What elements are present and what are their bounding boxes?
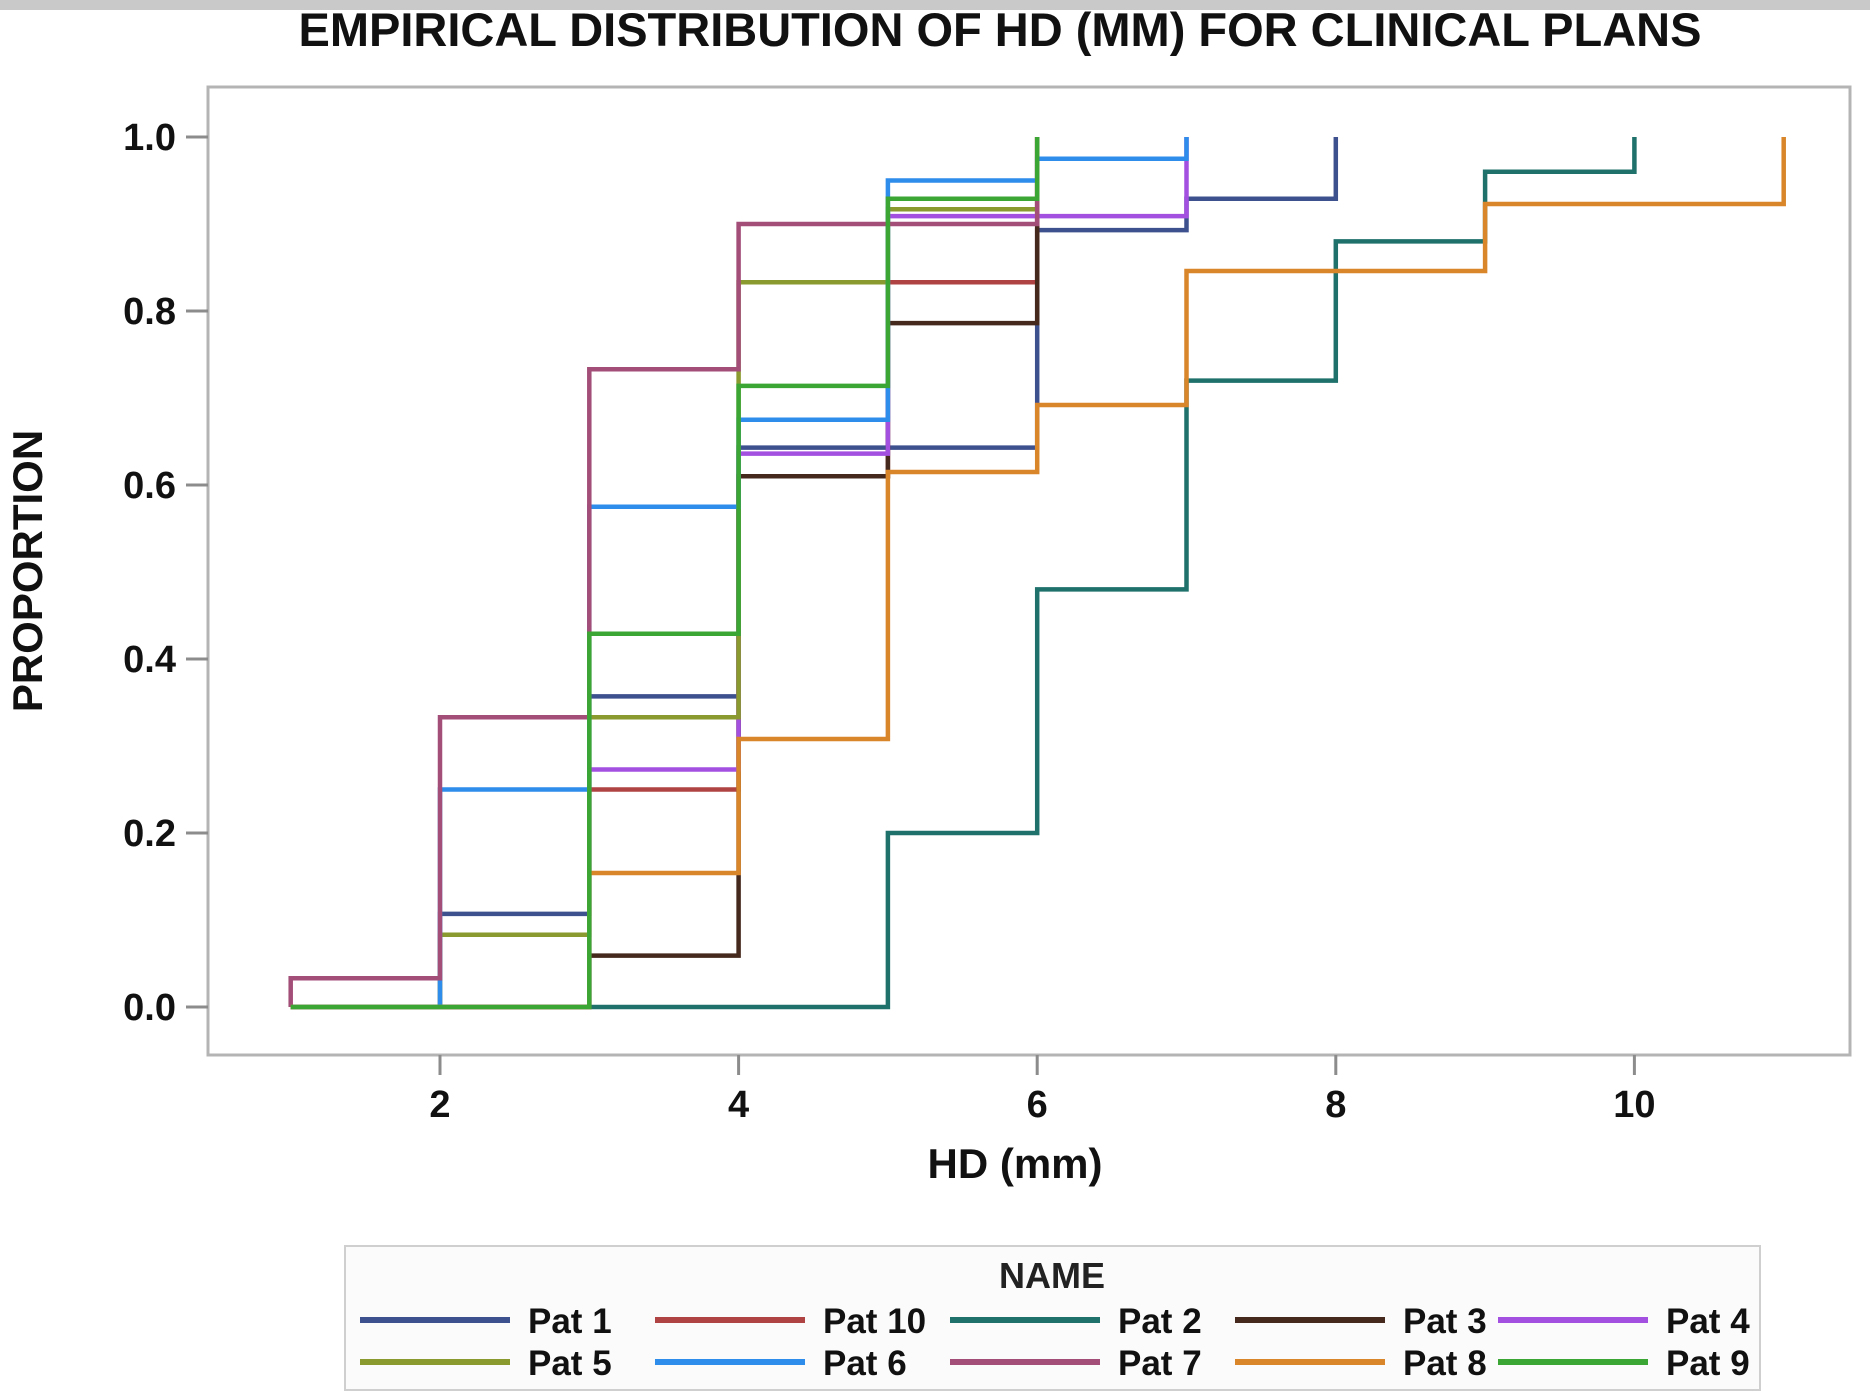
x-axis-title: HD (mm) [928,1140,1103,1187]
series-line-pat-7 [288,137,1040,1007]
x-tick-label: 2 [429,1084,450,1126]
legend-label-pat-2: Pat 2 [1118,1302,1202,1341]
legend-label-pat-1: Pat 1 [528,1302,612,1341]
series-lines [288,137,1786,1010]
chart-title: EMPIRICAL DISTRIBUTION OF HD (MM) FOR CL… [299,3,1702,56]
legend-label-pat-3: Pat 3 [1403,1302,1487,1341]
x-tick-label: 6 [1027,1084,1048,1126]
window-top-edge [0,0,1870,10]
plot-border [206,85,1852,1057]
legend-label-pat-5: Pat 5 [528,1344,612,1383]
y-tick-label: 0.0 [123,987,176,1029]
series-line-pat-3 [290,137,1040,1010]
series-line-pat-5 [290,137,1040,1010]
legend-label-pat-10: Pat 10 [823,1302,926,1341]
y-tick-label: 0.6 [123,465,176,507]
y-axis-title: PROPORTION [4,430,51,712]
y-tick-label: 0.2 [123,813,176,855]
series-line-pat-8 [290,137,1786,1010]
legend-label-pat-6: Pat 6 [823,1344,907,1383]
legend-label-pat-9: Pat 9 [1666,1344,1750,1383]
legend-entries: Pat 1 Pat 10 Pat 2 Pat 3 Pat 4 Pat 5 Pat 6 Pat … [360,1302,1750,1383]
x-tick-label: 10 [1613,1084,1655,1126]
legend-label-pat-7: Pat 7 [1118,1344,1202,1383]
series-line-pat-10 [290,137,1040,1010]
x-tick-label: 8 [1325,1084,1346,1126]
x-axis-ticks: 2 4 6 8 10 [429,1055,1656,1126]
y-tick-label: 1.0 [123,117,176,159]
x-tick-label: 4 [728,1084,749,1126]
series-line-pat-1 [290,137,1339,1010]
legend-label-pat-4: Pat 4 [1666,1302,1750,1341]
y-tick-label: 0.4 [123,639,176,681]
legend-title: NAME [999,1255,1105,1296]
legend-label-pat-8: Pat 8 [1403,1344,1487,1383]
series-line-pat-9 [290,137,1040,1010]
series-line-pat-2 [290,137,1637,1010]
y-axis-ticks: 0.0 0.2 0.4 0.6 0.8 1.0 [123,117,208,1029]
y-tick-label: 0.8 [123,291,176,333]
